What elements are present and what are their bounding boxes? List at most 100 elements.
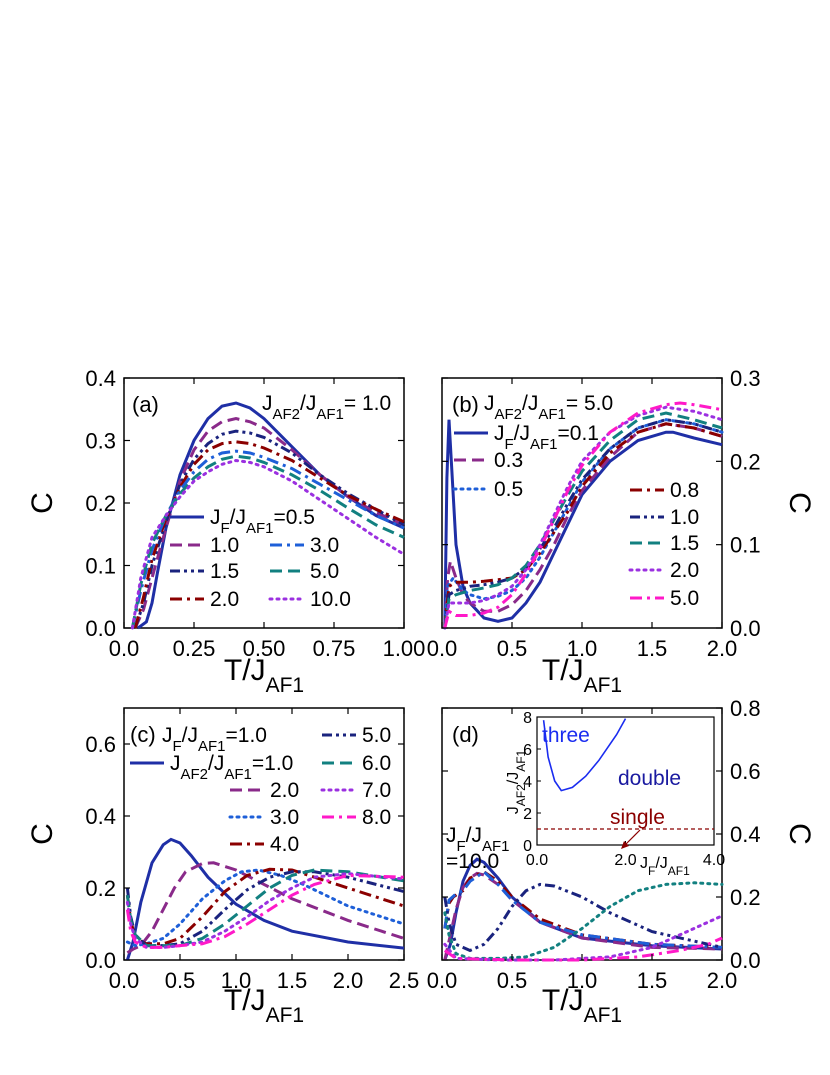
inset-region-double: double (618, 767, 681, 790)
inset-frame (536, 716, 715, 846)
inset-ytick-label: 0 (523, 838, 532, 855)
panel-c-xtick-label: 1.0 (221, 968, 252, 993)
panel-b-ytick-label: 0.1 (730, 533, 761, 558)
panel-c-xtick-label: 0.5 (165, 968, 196, 993)
panel-c-ytick-label: 0.0 (85, 948, 116, 973)
inset-arrow-head (621, 841, 629, 849)
panel-c-xtick-label: 0.0 (109, 968, 140, 993)
panel-a-series-1-5 (133, 429, 405, 629)
panel-c-legend-label: 6.0 (362, 752, 391, 775)
panel-c-frame (123, 707, 405, 961)
panel-d-annotation-line2: =10.0 (446, 850, 499, 873)
inset-ytick-label: 2 (523, 806, 532, 823)
panel-b-legend-label: JF/JAF1=0.1 (494, 422, 599, 453)
panel-b-xtick-label: 1.0 (567, 636, 598, 661)
panel-a-legend-label: 1.0 (210, 534, 239, 557)
panel-c-ticks: 0.0 0.5 1.0 1.5 2.0 2.5 0.0 0.2 0.4 0.6 (85, 708, 419, 993)
inset-phase-boundary (542, 718, 627, 792)
panel-d-ytick-label: 0.4 (730, 822, 761, 847)
panel-a-legend-label: 3.0 (310, 534, 339, 557)
panel-b-plot (443, 401, 724, 630)
panel-b-label: (b) (452, 392, 479, 417)
panel-a-ytick-label: 0.3 (85, 429, 116, 454)
panel-a-legend-label: 2.0 (210, 588, 239, 611)
panel-d-plot (443, 857, 724, 962)
inset-region-single: single (610, 806, 665, 829)
inset-arrow (623, 829, 641, 847)
panel-d: (d) JF/JAF1 =10.0 C T/JAF1 0.0 0.5 1.0 1.5 2… (427, 696, 816, 1027)
panel-b-legend-label: 1.0 (670, 506, 699, 529)
panel-a-legend: JF/JAF1=0.51.0 1.5 2.0 3.0 5.0 10.0 (170, 506, 351, 611)
panel-a-legend-label: 5.0 (310, 560, 339, 583)
panel-a-xtick-label: 1.00 (383, 636, 426, 661)
inset-ytick-label: 8 (523, 710, 532, 727)
panel-b-ylabel: C (783, 492, 816, 514)
panel-b-series-0-8 (443, 422, 723, 629)
panel-d-ytick-label: 0.8 (730, 696, 761, 721)
inset-ytick-label: 4 (523, 774, 532, 791)
panel-d-series-4 (443, 882, 723, 953)
panel-b-ytick-label: 0.2 (730, 449, 761, 474)
panel-c-ytick-label: 0.6 (85, 732, 116, 757)
panel-d-xtick-label: 0.0 (427, 968, 458, 993)
inset-ytick-label: 6 (523, 742, 532, 759)
panel-d-series-3 (443, 869, 723, 949)
panel-c-legend-label: 3.0 (270, 806, 299, 829)
panel-d-xtick-label: 0.5 (497, 968, 528, 993)
panel-c-legend-label: 8.0 (362, 806, 391, 829)
inset-xlabel: JF/JAF1 (640, 855, 690, 878)
panel-a-xtick-label: 0.0 (109, 636, 140, 661)
panel-a-ytick-label: 0.4 (85, 366, 116, 391)
panel-b-legend-label: 0.8 (670, 479, 699, 502)
panel-c-series-1-0 (125, 837, 405, 961)
panel-d-ticks: 0.0 0.5 1.0 1.5 2.00.00.20.40.60.8 (427, 696, 761, 993)
panel-c-series-6-0 (125, 868, 405, 948)
panel-b-legend-label: 5.0 (670, 587, 699, 610)
panel-a-series-10-0 (130, 458, 406, 630)
panel-c-ytick-label: 0.2 (85, 876, 116, 901)
panel-b-legend-label: 0.3 (494, 449, 523, 472)
panel-a-xtick-label: 0.75 (313, 636, 356, 661)
panel-d-series-1 (443, 871, 723, 961)
panel-a-legend-label: JF/JAF1=0.5 (210, 506, 315, 537)
inset-xtick-label: 4.0 (703, 852, 725, 869)
panel-a-legend-label: 1.5 (210, 560, 239, 583)
panel-c-annotation: JF/JAF1=1.0 (162, 724, 267, 755)
panel-d-label: (d) (452, 722, 479, 747)
panel-b-series-1-0 (443, 418, 723, 629)
panel-d-xtick-label: 1.0 (567, 968, 598, 993)
panel-c-xtick-label: 1.5 (277, 968, 308, 993)
panel-a-xtick-label: 0.50 (243, 636, 286, 661)
panel-a-ytick-label: 0.0 (85, 616, 116, 641)
panel-b-series-1-5 (443, 411, 723, 629)
panel-c-plot (125, 837, 406, 961)
panel-b-ytick-label: 0.3 (730, 366, 761, 391)
panel-b-xtick-label: 0.0 (427, 636, 458, 661)
panel-b-series-2-0 (443, 405, 724, 630)
inset-plot (537, 718, 714, 830)
panel-b-series-0-1 (443, 419, 723, 629)
panel-c-ytick-label: 0.4 (85, 804, 116, 829)
panel-b-annotation: JAF2/JAF1= 5.0 (484, 392, 613, 423)
panel-c: (c) JF/JAF1=1.0 C T/JAF1 0.0 0.5 1.0 1.5 2.0… (26, 707, 419, 1027)
panel-c-legend-label: JAF2/JAF1=1.0 (170, 752, 293, 783)
panel-d-ytick-label: 0.6 (730, 759, 761, 784)
panel-b-series-0-5 (443, 418, 724, 630)
panel-c-legend-label: 4.0 (270, 833, 299, 856)
panel-d-xtick-label: 1.5 (637, 968, 668, 993)
panel-d-ylabel: C (783, 823, 816, 845)
panel-a-series-3-0 (130, 449, 405, 629)
panel-a-label: (a) (132, 392, 159, 417)
panel-b-legend-label: 2.0 (670, 559, 699, 582)
panel-c-xtick-label: 2.0 (333, 968, 364, 993)
panel-c-legend-label: 5.0 (362, 724, 391, 747)
inset-xtick-label: 2.0 (614, 852, 636, 869)
panel-a-legend-label: 10.0 (310, 588, 351, 611)
panel-b-xtick-label: 2.0 (707, 636, 738, 661)
inset-ticks: 0.0 2.0 4.0 0 2 4 6 8 (523, 710, 725, 869)
panel-d-series-6 (443, 914, 724, 962)
panel-a-ytick-label: 0.2 (85, 491, 116, 516)
panel-b-series-5-0 (443, 401, 723, 629)
